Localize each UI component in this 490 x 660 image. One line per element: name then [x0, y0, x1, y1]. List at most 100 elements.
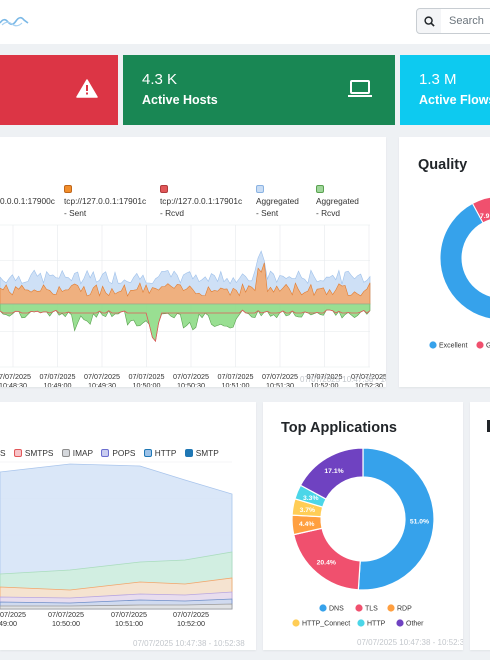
legend-swatch	[160, 185, 168, 193]
tick-time: 10:51:00	[222, 381, 250, 387]
legend-dot	[357, 619, 365, 627]
active-flows-value: 1.3 M	[419, 71, 457, 88]
legend-item-smtp[interactable]: SMTP	[184, 448, 219, 458]
active-hosts-label: Active Hosts	[142, 93, 218, 107]
x-tick-label: 07/07/2025 10:52:00	[307, 372, 343, 387]
top-applications-card: Top Applications 51.0% 20.4% 4.4% 3.7% 3.3% 1…	[263, 402, 463, 650]
legend-label: 0.0.0.1:17900c	[0, 196, 55, 206]
legend-item-agg-sent[interactable]: Aggregated - Sent	[256, 183, 316, 219]
tick-time: 10:50:30	[177, 381, 205, 387]
top-applications-donut-chart: 51.0% 20.4% 4.4% 3.7% 3.3% 17.1% DNS TLS RDP HTT…	[291, 447, 435, 628]
legend-dot	[319, 604, 327, 612]
quality-legend: Excellent G	[429, 341, 490, 350]
apps-slice-other[interactable]	[299, 447, 364, 500]
apps-slice-label: 17.1%	[324, 468, 343, 475]
x-tick-label: 07/07/2025 10:50:00	[48, 610, 84, 628]
apps-slice-dns[interactable]	[357, 447, 435, 591]
legend-label: SMTP	[195, 448, 219, 458]
tick-date: 07/07/2025	[48, 610, 84, 619]
active-hosts-value: 4.3 K	[142, 71, 178, 88]
legend-item-http[interactable]: HTTP	[143, 448, 176, 458]
apps-donut	[291, 447, 435, 591]
legend-item-tcp-sent[interactable]: tcp://127.0.0.1:17901c - Sent	[64, 183, 159, 219]
legend-swatch	[64, 185, 72, 193]
legend-swatch	[13, 449, 22, 457]
laptop-icon	[348, 80, 372, 97]
protocols-legend: S SMTPS IMAP POPS HTTP SMTP	[0, 448, 225, 458]
x-tick-label: 07/07/2025 10:51:30	[262, 372, 298, 387]
traffic-plot-area	[0, 224, 371, 368]
tick-time: 10:49:00	[44, 381, 72, 387]
legend-swatch	[316, 185, 324, 193]
apps-legend-item[interactable]: Other	[406, 621, 424, 628]
tick-time: 49:00	[0, 619, 17, 628]
partial-card-right	[470, 402, 490, 650]
legend-label: Aggregated - Rcvd	[316, 196, 359, 218]
x-tick-label: 07/07/2025 10:50:30	[173, 372, 209, 387]
legend-label: S	[0, 448, 6, 458]
legend-item-partial[interactable]: 0.0.0.1:17900c	[0, 183, 70, 207]
legend-swatch	[101, 449, 110, 457]
active-hosts-card[interactable]: 4.3 K Active Hosts	[123, 55, 395, 125]
x-tick-label: 07/07/2025 10:49:00	[40, 372, 76, 387]
x-tick-label: 07/07/2025 10:51:00	[218, 372, 254, 387]
alerts-stat-card[interactable]	[0, 55, 118, 125]
x-tick-label: 07/07/2025 10:51:00	[111, 610, 147, 628]
traffic-x-axis: 07/07/202510:48:3007/07/202510:49:0007/0…	[0, 372, 386, 387]
partial-title-glyph	[487, 420, 490, 432]
apps-legend: DNS TLS RDP HTTP_Connect HTTP Other	[292, 604, 424, 628]
traffic-area-chart: 07/07/202510:48:3007/07/202510:49:0007/0…	[0, 224, 386, 387]
apps-legend-item[interactable]: DNS	[329, 606, 344, 613]
protocols-time-range: 07/07/2025 10:47:38 - 10:52:38	[133, 639, 245, 648]
legend-dot	[387, 604, 395, 612]
legend-item-smtps[interactable]: SMTPS	[13, 448, 53, 458]
quality-legend-good[interactable]: G	[486, 343, 490, 350]
apps-slice-label: 51.0%	[410, 518, 429, 525]
legend-item-tcp-rcvd[interactable]: tcp://127.0.0.1:17901c - Rcvd	[160, 183, 255, 219]
legend-item-imap[interactable]: IMAP	[61, 448, 94, 458]
tick-time: 10:51:00	[115, 619, 143, 628]
tick-time: 10:52:30	[355, 381, 383, 387]
tick-date: 07/07/2025	[129, 372, 165, 381]
protocols-x-axis: 07/07/202549:0007/07/202510:50:0007/07/2…	[0, 610, 209, 628]
legend-label: IMAP	[72, 448, 94, 458]
legend-label: POPS	[112, 448, 136, 458]
legend-dot	[429, 341, 437, 349]
wave-logo-icon[interactable]	[0, 11, 30, 31]
tick-time: 10:50:00	[52, 619, 80, 628]
quality-slice-g[interactable]	[471, 196, 490, 224]
traffic-time-range: 07/07/2025 10:47:38 - 10:52:38	[300, 375, 386, 384]
protocols-plot-area	[0, 461, 233, 610]
legend-item-pops[interactable]: POPS	[101, 448, 135, 458]
legend-item-s[interactable]: S	[0, 448, 6, 458]
legend-item-agg-rcvd[interactable]: Aggregated - Rcvd	[316, 183, 376, 219]
active-flows-card[interactable]: 1.3 M Active Flows	[400, 55, 490, 125]
legend-dot	[292, 619, 300, 627]
quality-slice-excellent[interactable]	[439, 196, 490, 320]
search-input[interactable]: Search	[441, 8, 490, 34]
tick-time: 10:49:30	[88, 381, 116, 387]
apps-legend-item[interactable]: TLS	[365, 606, 378, 613]
tick-time: 10:52:00	[177, 619, 205, 628]
quality-legend-excellent[interactable]: Excellent	[439, 343, 467, 350]
top-applications-title: Top Applications	[281, 420, 397, 436]
active-flows-label: Active Flows	[419, 93, 490, 107]
apps-legend-item[interactable]: RDP	[397, 606, 412, 613]
legend-dot	[396, 619, 404, 627]
legend-dot	[355, 604, 363, 612]
search-button[interactable]	[416, 8, 442, 34]
apps-legend-item[interactable]: HTTP	[367, 621, 386, 628]
legend-swatch	[61, 449, 70, 457]
warning-icon	[76, 79, 98, 98]
quality-slice-label: 7.9	[480, 213, 490, 220]
series-tcp-sent	[0, 262, 371, 305]
tick-date: 07/07/2025	[0, 372, 31, 381]
legend-label: tcp://127.0.0.1:17901c - Sent	[64, 196, 147, 218]
tick-time: 10:51:30	[266, 381, 294, 387]
apps-legend-item[interactable]: HTTP_Connect	[302, 621, 350, 628]
quality-card: Quality 7.9 Excellent G	[399, 137, 490, 387]
apps-slice-label: 20.4%	[317, 559, 336, 566]
traffic-chart-card: 0.0.0.1:17900c tcp://127.0.0.1:17901c - …	[0, 137, 386, 387]
